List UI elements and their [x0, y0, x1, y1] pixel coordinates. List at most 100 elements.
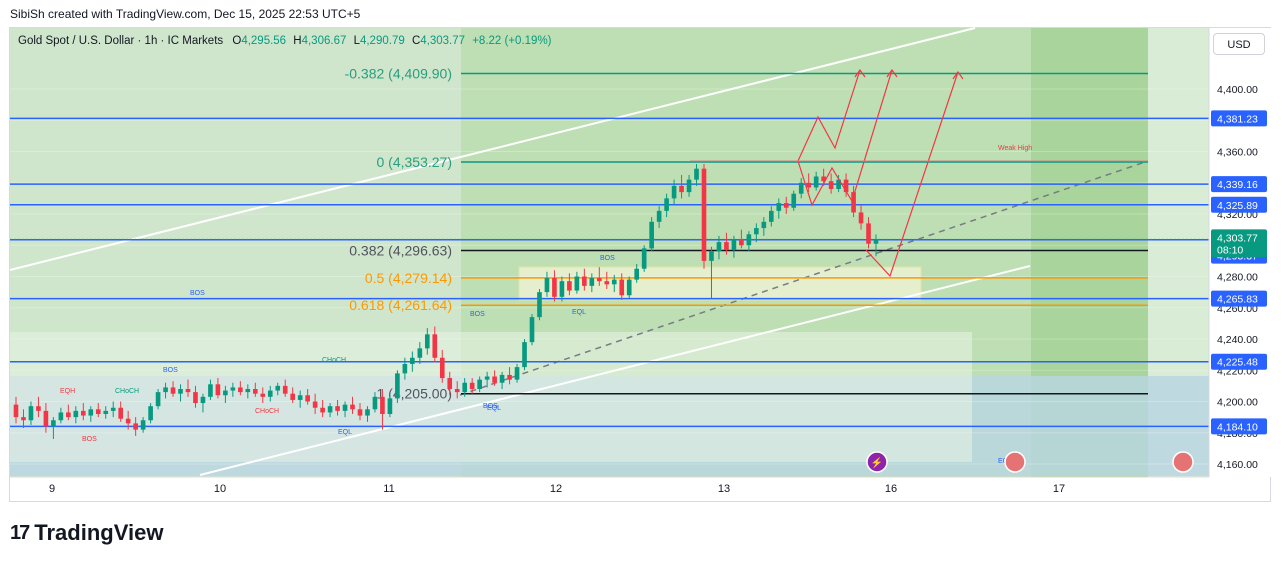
- tradingview-logo[interactable]: 17 TradingView: [10, 520, 163, 546]
- candle-body: [185, 389, 191, 393]
- candle-body: [866, 223, 871, 244]
- candle-body: [305, 395, 310, 402]
- us-flag-event-icon[interactable]: [1004, 451, 1026, 473]
- price-label-badge: [1211, 353, 1267, 370]
- bar-countdown: 08:10: [1217, 244, 1243, 256]
- candle-body: [582, 276, 587, 286]
- candle-body: [768, 210, 774, 222]
- structure-label: BOS: [600, 255, 615, 262]
- candle-body: [447, 378, 453, 389]
- candle-body: [649, 221, 654, 249]
- fib-label: 0.382 (4,296.63): [349, 243, 452, 259]
- candle-body: [701, 168, 707, 261]
- price-label: 4,225.48: [1217, 357, 1258, 369]
- candle-body: [507, 374, 512, 380]
- candle-body: [193, 392, 198, 404]
- candle-body: [387, 398, 393, 414]
- currency-button[interactable]: USD: [1213, 33, 1265, 55]
- structure-label: CHoCH: [322, 357, 346, 364]
- us-flag-event-icon[interactable]: [1172, 451, 1194, 473]
- structure-label: CHoCH: [255, 408, 279, 415]
- structure-label: BOS: [163, 367, 178, 374]
- candle-body: [282, 385, 288, 394]
- candle-body: [776, 203, 782, 211]
- tradingview-wordmark: TradingView: [34, 520, 164, 545]
- channel-lower: [199, 265, 1031, 476]
- lightning-glyph-icon: ⚡: [871, 456, 883, 469]
- lightning-event-icon[interactable]: [866, 451, 888, 473]
- candle-body: [858, 212, 864, 224]
- candle-body: [596, 278, 602, 282]
- structure-label: CHoCH: [115, 388, 139, 395]
- structure-label: EQL: [338, 429, 352, 436]
- fib-label: 0 (4,353.27): [377, 154, 453, 170]
- price-label-badge: [1211, 290, 1267, 307]
- candle-body: [574, 276, 580, 291]
- candle-body: [125, 418, 131, 424]
- candle-body: [372, 396, 378, 410]
- candle-body: [13, 404, 19, 418]
- candle-body: [424, 334, 430, 349]
- candle-body: [873, 239, 879, 244]
- candle-body: [402, 364, 408, 374]
- projection-arrowhead: [952, 70, 964, 80]
- candle-body: [417, 348, 423, 358]
- structure-label: BOS: [470, 311, 485, 318]
- candle-body: [178, 389, 183, 394]
- candle-body: [80, 410, 86, 416]
- candle-body: [230, 387, 236, 391]
- candle-body: [544, 278, 550, 293]
- y-tick-label: 4,360.00: [1217, 147, 1258, 159]
- candle-body: [626, 279, 632, 296]
- x-tick-label: 17: [1053, 483, 1065, 495]
- candle-body: [656, 210, 662, 222]
- attribution: SibiSh created with TradingView.com, Dec…: [10, 7, 361, 21]
- candle-body: [140, 420, 146, 430]
- candle-body: [462, 382, 468, 393]
- candle-body: [155, 392, 161, 407]
- candle-body: [469, 382, 475, 389]
- candle-body: [163, 387, 168, 393]
- candle-body: [454, 389, 460, 393]
- time-axis[interactable]: [10, 477, 1209, 501]
- candle-body: [529, 317, 535, 343]
- x-tick-label: 10: [214, 483, 226, 495]
- candle-body: [634, 268, 640, 280]
- price-label-badge: [1211, 110, 1267, 127]
- symbol-legend: Gold Spot / U.S. Dollar · 1h · IC Market…: [18, 35, 552, 47]
- candle-body: [567, 281, 572, 291]
- candle-body: [709, 251, 714, 261]
- candle-body: [73, 410, 79, 418]
- structure-label: BOS: [483, 403, 498, 410]
- structure-label: BOS: [190, 290, 205, 297]
- structure-label: BOS: [82, 436, 97, 443]
- candle-body: [746, 234, 752, 246]
- candle-body: [148, 406, 153, 421]
- change-value: +8.22 (+0.19%): [472, 35, 552, 47]
- candle-body: [88, 409, 94, 416]
- candle-body: [335, 406, 340, 411]
- close-value: 4,303.77: [420, 35, 466, 47]
- candle-body: [215, 384, 221, 396]
- candle-body: [439, 357, 445, 379]
- candle-body: [28, 406, 34, 421]
- candle-body: [380, 396, 385, 414]
- candle-body: [66, 412, 71, 418]
- candle-body: [499, 374, 505, 383]
- candle-body: [342, 404, 348, 411]
- candle-body: [484, 376, 490, 380]
- candle-body: [103, 410, 109, 414]
- symbol-name[interactable]: Gold Spot / U.S. Dollar · 1h · IC Market…: [18, 35, 224, 47]
- price-label: 4,325.89: [1217, 200, 1258, 212]
- last-price-label: 4,303.77: [1217, 232, 1258, 244]
- y-tick-label: 4,280.00: [1217, 272, 1258, 284]
- candle-body: [432, 334, 438, 358]
- candle-body: [611, 279, 617, 285]
- candle-body: [200, 396, 206, 404]
- candle-body: [641, 248, 647, 269]
- fvg-zone: [518, 266, 922, 301]
- candle-body: [851, 192, 856, 213]
- candle-body: [238, 387, 243, 393]
- fib-label: 0.618 (4,261.64): [349, 297, 452, 313]
